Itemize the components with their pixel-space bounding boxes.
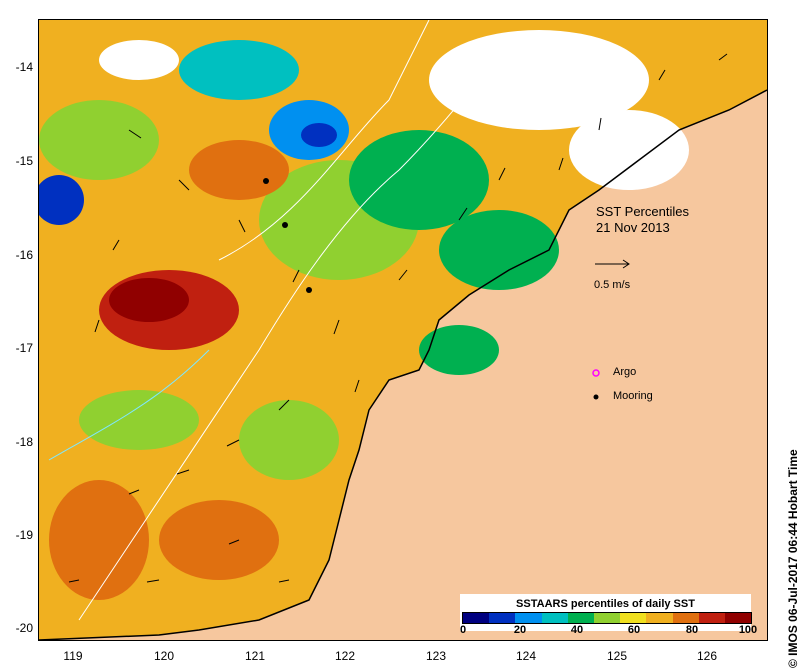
- scale-label: 0.5 m/s: [594, 279, 631, 291]
- colorbar-tick-0: 0: [459, 624, 467, 636]
- sst-map: [39, 20, 767, 640]
- colorbar-tick-80: 80: [685, 624, 699, 636]
- legend-argo-label: Argo: [613, 366, 637, 378]
- lon-tick-121: 121: [244, 649, 266, 663]
- lon-tick-119: 119: [63, 649, 83, 663]
- lon-tick-124: 124: [515, 649, 537, 663]
- mooring-symbol: [593, 394, 599, 400]
- colorbar-tick-100: 100: [738, 624, 758, 636]
- legend-mooring-label: Mooring: [613, 390, 653, 402]
- colorbar-tick-20: 20: [513, 624, 527, 636]
- ocean-blobs: [39, 40, 559, 600]
- contour-line: [48, 349, 210, 461]
- lat-tick-15: -15: [15, 154, 33, 168]
- scale-arrow: [595, 259, 630, 269]
- lat-tick-18: -18: [15, 435, 33, 449]
- colorbar-scale: [462, 612, 752, 624]
- credit-text: © IMOS 06-Jul-2017 06:44 Hobart Time: [786, 449, 800, 668]
- lon-tick-125: 125: [606, 649, 628, 663]
- colorbar: SSTAARS percentiles of daily SST 0 20 40…: [460, 594, 757, 636]
- lon-tick-120: 120: [153, 649, 175, 663]
- lat-tick-19: -19: [15, 528, 33, 542]
- lon-tick-123: 123: [425, 649, 447, 663]
- map-frame: [38, 19, 768, 641]
- argo-symbol: [592, 369, 600, 377]
- current-vectors: [68, 53, 728, 583]
- contour-line: [78, 39, 510, 621]
- lat-tick-20: -20: [15, 621, 33, 635]
- lon-tick-122: 122: [334, 649, 356, 663]
- contour-line: [218, 20, 430, 261]
- lat-tick-17: -17: [15, 341, 33, 355]
- lon-tick-126: 126: [696, 649, 718, 663]
- map-title: SST Percentiles: [596, 204, 689, 219]
- lat-tick-16: -16: [15, 248, 33, 262]
- lat-tick-14: -14: [15, 60, 33, 74]
- mooring-markers: [263, 178, 312, 293]
- colorbar-tick-60: 60: [627, 624, 641, 636]
- colorbar-tick-40: 40: [570, 624, 584, 636]
- colorbar-title: SSTAARS percentiles of daily SST: [516, 598, 695, 610]
- no-data-areas: [99, 30, 689, 190]
- coastline: [39, 89, 767, 640]
- map-title-block: SST Percentiles 21 Nov 2013: [596, 204, 689, 236]
- map-date: 21 Nov 2013: [596, 220, 670, 235]
